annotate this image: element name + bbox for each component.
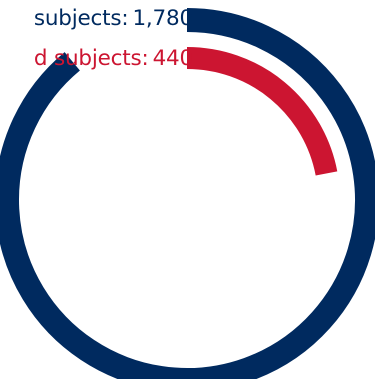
- series-value: 1,780: [132, 6, 193, 31]
- series-name: d subjects:: [33, 46, 149, 71]
- radial-bar-0: [0, 8, 375, 379]
- series-value: 440: [152, 46, 194, 71]
- series-label-total-subjects: subjects: 1,780: [34, 6, 193, 32]
- series-label-selected-subjects: d subjects: 440: [34, 46, 193, 72]
- series-name: subjects:: [33, 6, 129, 31]
- radial-bar-1: [186, 47, 338, 176]
